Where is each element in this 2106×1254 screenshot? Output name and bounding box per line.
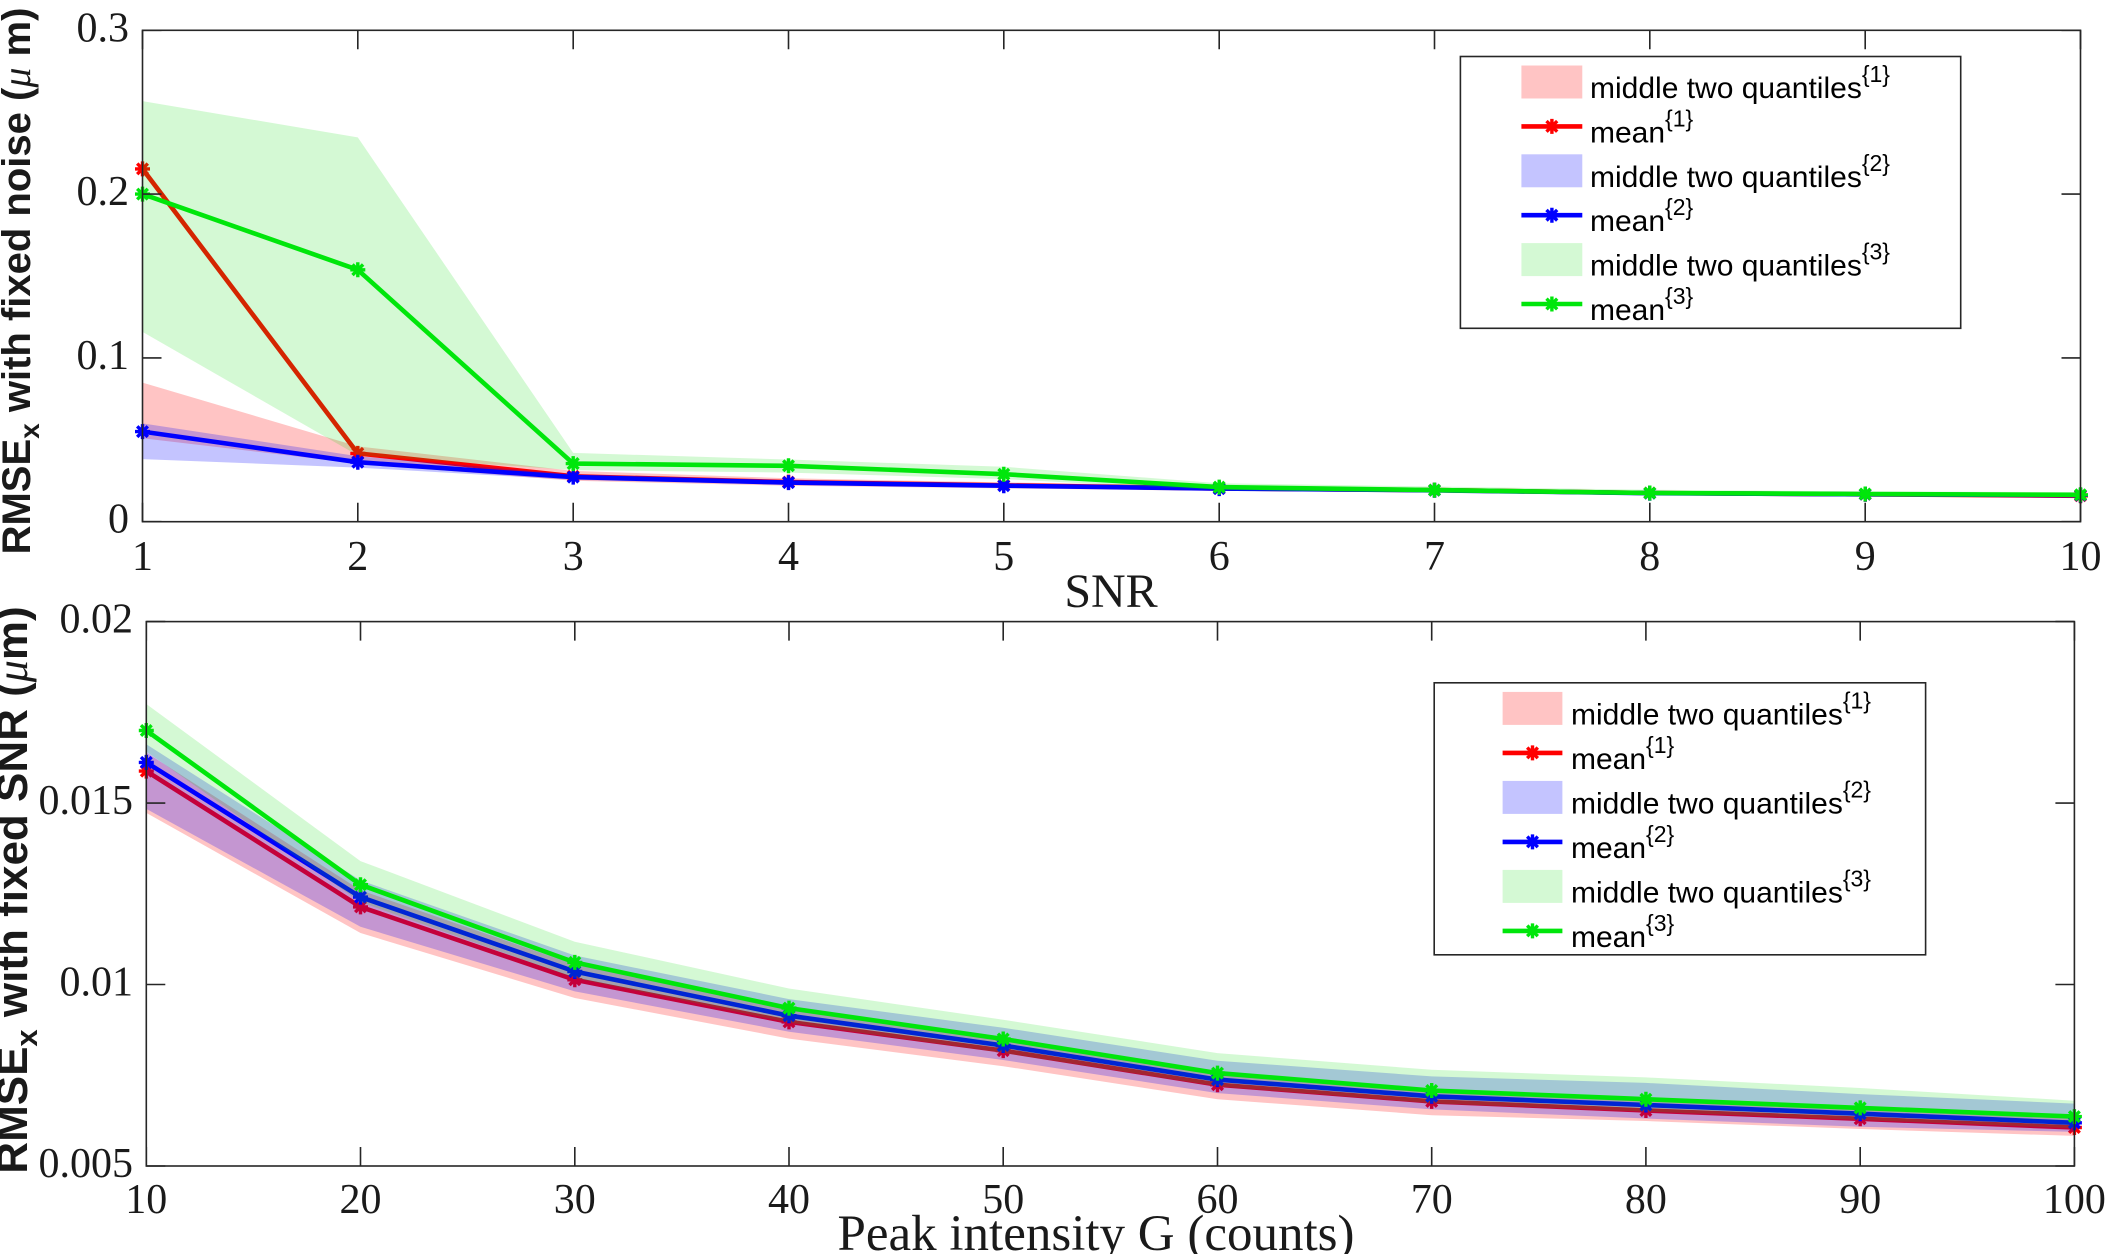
svg-text:50: 50: [982, 1177, 1024, 1223]
svg-text:2: 2: [347, 534, 368, 580]
svg-text:0.02: 0.02: [60, 597, 134, 643]
svg-text:10: 10: [125, 1177, 167, 1223]
svg-text:1: 1: [132, 534, 153, 580]
svg-text:90: 90: [1839, 1177, 1881, 1223]
svg-text:80: 80: [1625, 1177, 1667, 1223]
svg-text:10: 10: [2060, 534, 2102, 580]
svg-text:0.01: 0.01: [60, 960, 134, 1006]
svg-text:0: 0: [108, 497, 129, 543]
svg-text:0.2: 0.2: [77, 169, 130, 215]
svg-text:3: 3: [563, 534, 584, 580]
svg-text:8: 8: [1639, 534, 1660, 580]
svg-text:0.1: 0.1: [77, 333, 130, 379]
svg-text:RMSEx with fixed SNR (μm): RMSEx with fixed SNR (μm): [0, 606, 44, 1173]
svg-text:9: 9: [1855, 534, 1876, 580]
svg-text:0.005: 0.005: [39, 1141, 134, 1187]
svg-text:7: 7: [1424, 534, 1445, 580]
svg-text:70: 70: [1411, 1177, 1453, 1223]
svg-text:0.3: 0.3: [77, 5, 130, 51]
svg-text:30: 30: [554, 1177, 596, 1223]
svg-text:0.015: 0.015: [39, 778, 134, 824]
svg-text:6: 6: [1209, 534, 1230, 580]
svg-text:Peak intensity G (counts): Peak intensity G (counts): [838, 1206, 1355, 1254]
svg-text:4: 4: [778, 534, 799, 580]
svg-text:SNR: SNR: [1064, 565, 1157, 618]
svg-text:40: 40: [768, 1177, 810, 1223]
svg-text:RMSEx with fixed noise (μ m): RMSEx with fixed noise (μ m): [0, 8, 45, 555]
svg-text:100: 100: [2043, 1177, 2106, 1223]
svg-text:20: 20: [340, 1177, 382, 1223]
svg-text:5: 5: [993, 534, 1014, 580]
svg-text:60: 60: [1197, 1177, 1239, 1223]
